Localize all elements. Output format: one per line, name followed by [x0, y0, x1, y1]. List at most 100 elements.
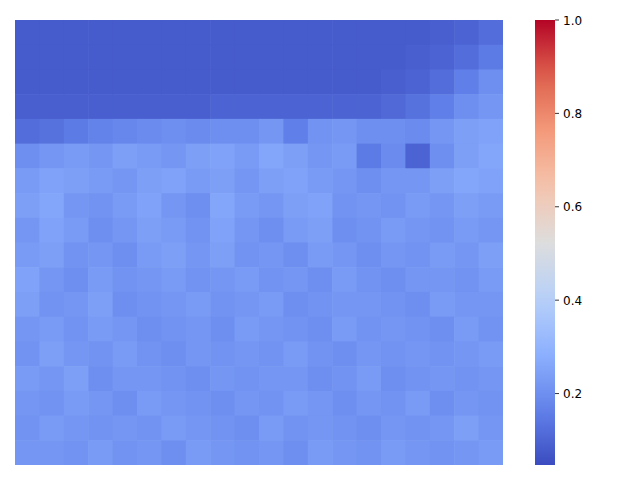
heatmap-cell — [308, 243, 333, 268]
heatmap-cell — [357, 193, 382, 218]
heatmap-cell — [332, 267, 357, 292]
heatmap-cell — [357, 94, 382, 119]
heatmap-cell — [15, 218, 40, 243]
heatmap-cell — [283, 440, 308, 465]
heatmap-cell — [454, 193, 479, 218]
heatmap-cell — [186, 391, 211, 416]
heatmap-cell — [381, 144, 406, 169]
heatmap-cell — [210, 144, 235, 169]
heatmap-cell — [479, 168, 503, 193]
heatmap-cell — [161, 391, 186, 416]
heatmap-cell — [332, 243, 357, 268]
heatmap-cell — [210, 267, 235, 292]
heatmap-cell — [454, 218, 479, 243]
heatmap-cell — [113, 341, 138, 366]
heatmap-cell — [479, 416, 503, 441]
heatmap-cell — [283, 317, 308, 342]
heatmap-cell — [405, 218, 430, 243]
heatmap-cell — [405, 317, 430, 342]
heatmap-cell — [308, 94, 333, 119]
heatmap-cell — [137, 391, 162, 416]
heatmap-cell — [332, 416, 357, 441]
heatmap-cell — [405, 440, 430, 465]
heatmap-cell — [186, 243, 211, 268]
heatmap-cell — [405, 267, 430, 292]
heatmap-cell — [454, 440, 479, 465]
heatmap-cell — [137, 45, 162, 70]
heatmap-cell — [357, 144, 382, 169]
heatmap-cell — [259, 341, 284, 366]
heatmap-cell — [186, 416, 211, 441]
heatmap-cell — [113, 267, 138, 292]
heatmap-cell — [210, 416, 235, 441]
heatmap-cell — [405, 168, 430, 193]
heatmap-cell — [283, 218, 308, 243]
heatmap-cell — [259, 218, 284, 243]
heatmap-cell — [15, 45, 40, 70]
heatmap-cell — [357, 243, 382, 268]
heatmap-cell — [210, 366, 235, 391]
heatmap-cell — [210, 243, 235, 268]
heatmap-cell — [259, 391, 284, 416]
heatmap-cell — [113, 193, 138, 218]
heatmap-cell — [137, 144, 162, 169]
heatmap-cell — [88, 391, 113, 416]
heatmap-cell — [405, 416, 430, 441]
heatmap-cell — [39, 218, 64, 243]
heatmap-cell — [113, 94, 138, 119]
heatmap-cell — [332, 292, 357, 317]
heatmap-cell — [332, 218, 357, 243]
heatmap-cell — [113, 20, 138, 45]
heatmap-cell — [479, 119, 503, 144]
heatmap-cell — [161, 267, 186, 292]
heatmap-cell — [308, 416, 333, 441]
heatmap-cell — [161, 416, 186, 441]
colorbar: 0.20.40.60.81.0 — [535, 14, 582, 466]
heatmap-cell — [259, 119, 284, 144]
heatmap-cell — [381, 119, 406, 144]
heatmap-cell — [308, 193, 333, 218]
heatmap-cell — [161, 292, 186, 317]
heatmap-cell — [259, 69, 284, 94]
heatmap-cell — [137, 317, 162, 342]
heatmap-cell — [186, 69, 211, 94]
heatmap-cell — [430, 341, 455, 366]
heatmap-cell — [64, 292, 89, 317]
heatmap-cell — [332, 391, 357, 416]
heatmap — [15, 20, 503, 465]
heatmap-cell — [186, 366, 211, 391]
heatmap-cell — [308, 341, 333, 366]
heatmap-cell — [454, 119, 479, 144]
heatmap-cell — [283, 267, 308, 292]
heatmap-cell — [235, 144, 260, 169]
heatmap-cell — [479, 292, 503, 317]
heatmap-cell — [15, 292, 40, 317]
heatmap-cell — [259, 94, 284, 119]
heatmap-cell — [88, 243, 113, 268]
heatmap-cell — [259, 20, 284, 45]
heatmap-cell — [479, 20, 503, 45]
heatmap-cell — [137, 69, 162, 94]
heatmap-cell — [210, 218, 235, 243]
colorbar-tick-label: 0.8 — [563, 107, 582, 121]
heatmap-cell — [186, 193, 211, 218]
heatmap-cell — [430, 144, 455, 169]
heatmap-cell — [39, 267, 64, 292]
heatmap-cell — [39, 341, 64, 366]
heatmap-cell — [430, 416, 455, 441]
heatmap-cell — [88, 440, 113, 465]
heatmap-cell — [161, 69, 186, 94]
heatmap-cell — [186, 341, 211, 366]
heatmap-cell — [39, 366, 64, 391]
heatmap-cell — [88, 119, 113, 144]
heatmap-cell — [259, 243, 284, 268]
heatmap-cell — [161, 119, 186, 144]
heatmap-cell — [137, 243, 162, 268]
heatmap-cell — [259, 416, 284, 441]
heatmap-cell — [64, 366, 89, 391]
heatmap-cell — [15, 267, 40, 292]
heatmap-cell — [381, 341, 406, 366]
heatmap-cell — [210, 391, 235, 416]
heatmap-cell — [381, 45, 406, 70]
heatmap-cell — [39, 292, 64, 317]
